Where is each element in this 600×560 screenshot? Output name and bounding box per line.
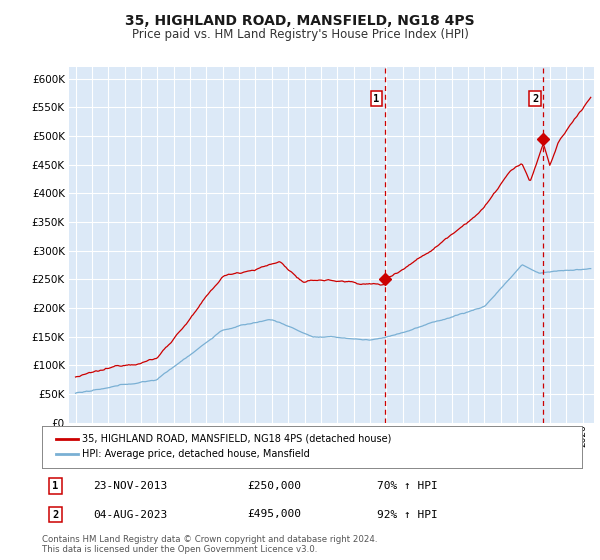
Text: 70% ↑ HPI: 70% ↑ HPI bbox=[377, 481, 437, 491]
Text: 23-NOV-2013: 23-NOV-2013 bbox=[94, 481, 167, 491]
Text: £250,000: £250,000 bbox=[247, 481, 301, 491]
Text: 2: 2 bbox=[532, 94, 538, 104]
Legend: 35, HIGHLAND ROAD, MANSFIELD, NG18 4PS (detached house), HPI: Average price, det: 35, HIGHLAND ROAD, MANSFIELD, NG18 4PS (… bbox=[52, 430, 395, 463]
Bar bbox=[558, 67, 594, 423]
Text: 1: 1 bbox=[373, 94, 380, 104]
Text: Contains HM Land Registry data © Crown copyright and database right 2024.
This d: Contains HM Land Registry data © Crown c… bbox=[42, 535, 377, 554]
Text: £495,000: £495,000 bbox=[247, 510, 301, 520]
Text: 35, HIGHLAND ROAD, MANSFIELD, NG18 4PS: 35, HIGHLAND ROAD, MANSFIELD, NG18 4PS bbox=[125, 14, 475, 28]
Text: 92% ↑ HPI: 92% ↑ HPI bbox=[377, 510, 437, 520]
Text: 04-AUG-2023: 04-AUG-2023 bbox=[94, 510, 167, 520]
Text: 2: 2 bbox=[52, 510, 59, 520]
Bar bbox=[558, 67, 594, 423]
Text: Price paid vs. HM Land Registry's House Price Index (HPI): Price paid vs. HM Land Registry's House … bbox=[131, 28, 469, 41]
Text: 1: 1 bbox=[52, 481, 59, 491]
